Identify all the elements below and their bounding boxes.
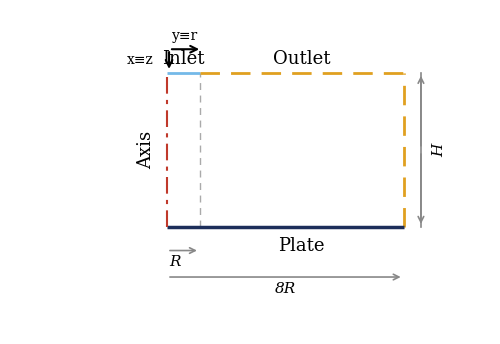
Text: R: R	[169, 255, 180, 269]
Text: Plate: Plate	[278, 237, 325, 255]
Text: Inlet: Inlet	[162, 50, 204, 68]
Text: x≡z: x≡z	[126, 53, 154, 67]
Text: H: H	[432, 143, 446, 157]
Text: Outlet: Outlet	[273, 50, 330, 68]
Text: y≡r: y≡r	[172, 29, 199, 43]
Text: 8R: 8R	[274, 282, 296, 296]
Text: Axis: Axis	[137, 131, 155, 169]
